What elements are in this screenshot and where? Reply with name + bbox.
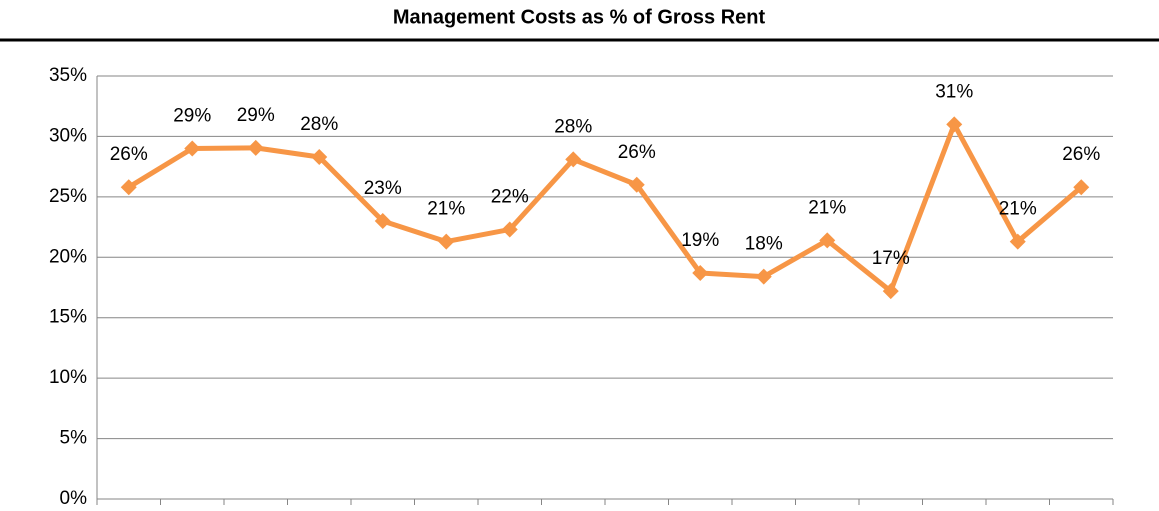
marker (628, 176, 645, 193)
marker (692, 264, 709, 281)
data-label: 23% (364, 178, 402, 199)
y-tick-label: 25% (49, 186, 87, 207)
line (127, 121, 1083, 294)
marker (247, 139, 264, 156)
data-label: 26% (618, 142, 656, 163)
y-tick-label: 20% (49, 246, 87, 267)
marker (374, 213, 391, 230)
marker (311, 148, 328, 165)
marker (565, 151, 582, 168)
data-label: 29% (173, 106, 211, 127)
marker (755, 268, 772, 285)
data-label: 22% (491, 187, 529, 208)
y-tick-label: 35% (49, 65, 87, 86)
data-label: 26% (110, 144, 148, 165)
data-label: 26% (1062, 144, 1100, 165)
y-tick-label: 5% (60, 428, 88, 449)
marker (1009, 233, 1026, 250)
y-tick-label: 10% (49, 367, 87, 388)
y-tick-label: 30% (49, 125, 87, 146)
marker (438, 233, 455, 250)
marker (184, 140, 201, 157)
marker (882, 283, 899, 300)
marker (1073, 179, 1090, 196)
data-label: 28% (300, 114, 338, 135)
marker (946, 116, 963, 133)
data-label: 28% (554, 116, 592, 137)
marker (819, 232, 836, 249)
marker (501, 221, 518, 238)
y-tick-label: 0% (60, 488, 88, 509)
data-label: 29% (237, 105, 275, 126)
marker (120, 179, 137, 196)
data-label: 18% (745, 234, 783, 255)
data-label: 31% (935, 81, 973, 102)
data-label: 21% (427, 199, 465, 220)
data-label: 21% (808, 197, 846, 218)
data-label: 17% (872, 248, 910, 269)
data-label: 19% (681, 230, 719, 251)
data-label: 21% (999, 199, 1037, 220)
chart-title: Management Costs as % of Gross Rent (393, 6, 766, 28)
y-tick-label: 15% (49, 307, 87, 328)
